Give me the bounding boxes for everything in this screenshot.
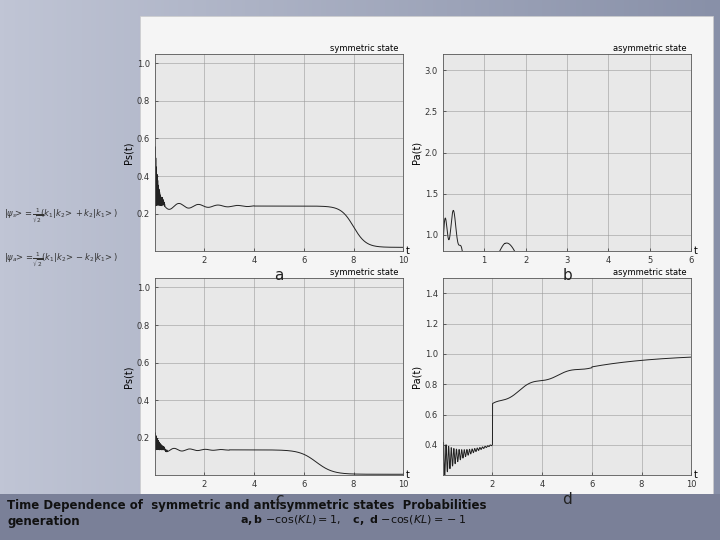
Text: t: t bbox=[405, 246, 410, 256]
Text: d: d bbox=[562, 492, 572, 508]
Text: t: t bbox=[693, 246, 698, 256]
Text: $\mathbf{a, b}$ $-\cos(KL)=1,$   $\mathbf{c,}$ $\mathbf{d}$ $-\cos(KL)=-1$: $\mathbf{a, b}$ $-\cos(KL)=1,$ $\mathbf{… bbox=[240, 513, 466, 526]
Text: asymmetric state: asymmetric state bbox=[613, 44, 686, 53]
Text: t: t bbox=[405, 470, 410, 480]
Text: a: a bbox=[274, 268, 284, 284]
Y-axis label: Pa(t): Pa(t) bbox=[412, 141, 422, 164]
Text: symmetric state: symmetric state bbox=[330, 44, 398, 53]
Text: $|\psi_a\!\!>= \!\frac{1}{\sqrt{2}}\!\left(k_1|k_2\!>-k_2|k_1\!>\right)$: $|\psi_a\!\!>= \!\frac{1}{\sqrt{2}}\!\le… bbox=[4, 250, 118, 268]
Text: c: c bbox=[275, 492, 283, 508]
Text: $|\psi_s\!\!>= \!\frac{1}{\sqrt{2}}\!\left(k_1|k_2\!>+k_2|k_1\!>\right)$: $|\psi_s\!\!>= \!\frac{1}{\sqrt{2}}\!\le… bbox=[4, 207, 117, 225]
Text: Time Dependence of  symmetric and antisymmetric states  Probabilities
generation: Time Dependence of symmetric and antisym… bbox=[7, 500, 487, 528]
Text: asymmetric state: asymmetric state bbox=[613, 268, 686, 278]
Text: b: b bbox=[562, 268, 572, 284]
Text: t: t bbox=[693, 470, 698, 480]
Text: symmetric state: symmetric state bbox=[330, 268, 398, 278]
Y-axis label: Ps(t): Ps(t) bbox=[124, 141, 134, 164]
Y-axis label: Pa(t): Pa(t) bbox=[412, 365, 422, 388]
Y-axis label: Ps(t): Ps(t) bbox=[124, 366, 134, 388]
